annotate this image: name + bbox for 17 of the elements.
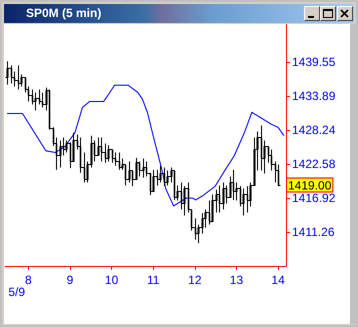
- line-series: [6, 84, 284, 206]
- y-tick-label: 1411.26: [292, 225, 335, 240]
- y-tick-label: 1422.58: [292, 157, 336, 172]
- chart-title: SP0M (5 min): [26, 6, 102, 21]
- x-tick-label: 9: [66, 273, 74, 287]
- x-tick-label: 10: [104, 273, 119, 287]
- y-tick-label: 1439.55: [292, 55, 336, 70]
- x-tick-label: 11: [146, 273, 160, 287]
- x-tick-label: 12: [188, 273, 202, 287]
- text: 1419.00: [288, 178, 332, 193]
- text: 5/9: [8, 285, 26, 299]
- y-tick-label: 1416.92: [292, 191, 336, 206]
- x-tick-label: 8: [24, 273, 32, 287]
- y-tick-label: 1428.24: [292, 123, 336, 138]
- y-tick-label: 1433.89: [292, 89, 336, 104]
- x-tick-label: 13: [230, 273, 244, 287]
- x-tick-label: 14: [271, 273, 286, 287]
